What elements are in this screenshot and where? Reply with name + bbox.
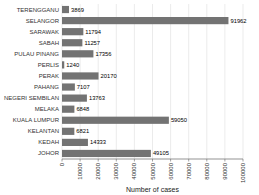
grid [62,4,243,159]
x-ticks: 0 10000 20000 30000 40000 50000 60000 70000 8000… [59,159,246,183]
data-label: 49105 [153,150,169,156]
grid-line [206,4,207,159]
grid-line [224,4,225,159]
x-axis-line [62,159,243,160]
data-label: 6821 [76,128,89,134]
data-label: 3869 [71,7,84,13]
bar [62,150,151,157]
y-tick-label: KUALA LUMPUR [13,117,60,123]
y-tick-label: PERLIS [38,62,59,68]
x-tick [62,159,63,162]
grid-line [243,4,244,159]
x-tick [224,159,225,162]
bars [62,6,228,157]
bar [62,17,228,24]
x-tick [188,159,189,162]
x-tick [116,159,117,162]
x-tick [243,159,244,162]
grid-line [170,4,171,159]
x-tick [206,159,207,162]
x-tick [152,159,153,162]
data-label: 7107 [77,84,90,90]
bar [62,83,75,90]
x-tick-label: 40000 [131,162,137,179]
grid-line [62,4,63,159]
x-tick-label: 50000 [150,162,156,179]
x-tick [134,159,135,162]
grid-line [98,4,99,159]
grid-line [152,4,153,159]
data-label: 17356 [95,51,111,57]
bar [62,28,83,35]
data-label: 14333 [90,139,106,145]
y-tick-label: KEDAH [38,139,59,145]
data-label: 13763 [89,95,105,101]
x-axis-label: Number of cases [126,186,179,193]
y-tick-label: NEGERI SEMBILAN [4,95,59,101]
y-tick-label: MELAKA [35,106,59,112]
bar [62,39,82,46]
y-tick-label: PULAU PINANG [14,51,59,57]
bar [62,72,99,79]
bar [62,139,88,146]
y-tick-label: SELANGOR [26,18,60,24]
chart: JOHOR KEDAH KELANTAN KUALA LUMPUR MELAKA NEGE… [0,0,259,195]
bar [62,61,64,68]
bar [62,117,169,124]
data-labels: 49105 143336821 59050 684813763 7107 20170 124… [66,7,246,157]
x-tick-label: 20000 [95,162,101,179]
bar [62,106,74,113]
bar [62,6,69,13]
grid-line [134,4,135,159]
x-tick-label: 80000 [204,162,210,179]
x-tick-label: 0 [59,162,65,166]
data-label: 20170 [101,73,117,79]
bar [62,128,74,135]
y-tick-label: KELANTAN [28,128,59,134]
x-tick-label: 10000 [77,162,83,179]
x-tick [98,159,99,162]
data-label: 11257 [84,40,100,46]
x-tick-label: 30000 [113,162,119,179]
data-label: 6848 [76,106,89,112]
x-tick [80,159,81,162]
bar [62,50,93,57]
y-tick-label: PERAK [39,73,59,79]
data-label: 11794 [85,29,101,35]
y-tick-label: PAHANG [34,84,59,90]
grid-line [116,4,117,159]
data-label: 1240 [66,62,79,68]
x-tick-label: 100000 [240,162,246,183]
y-tick-label: SARAWAK [29,29,59,35]
y-tick-labels: JOHOR KEDAH KELANTAN KUALA LUMPUR MELAKA NEGE… [4,7,60,157]
x-tick-label: 90000 [222,162,228,179]
data-label: 91962 [230,18,246,24]
bar [62,95,87,102]
y-tick-label: TERENGGANU [17,7,59,13]
grid-line [80,4,81,159]
x-tick [170,159,171,162]
grid-line [188,4,189,159]
y-tick-label: JOHOR [38,150,60,156]
page: {"chart_data": {"type": "bar", "orientat… [0,0,259,195]
y-tick-label: SABAH [39,40,59,46]
x-tick-label: 60000 [168,162,174,179]
x-tick-label: 70000 [186,162,192,179]
data-label: 59050 [171,117,187,123]
